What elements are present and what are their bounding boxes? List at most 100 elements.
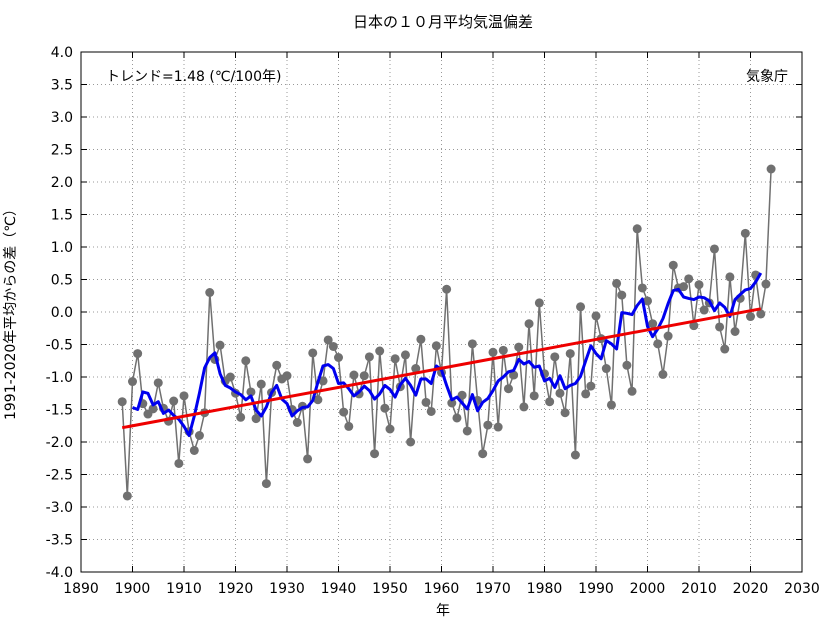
annual-point [467,339,477,349]
annual-point [292,418,302,427]
annual-point [122,491,132,501]
annual-point [519,402,529,412]
annual-point [406,437,416,447]
y-tick-label: 4.0 [51,45,73,61]
annual-point [225,372,235,382]
annual-point [637,283,647,293]
y-tick-label: -2.5 [46,468,73,484]
moving-average-line [131,272,763,437]
x-tick-label: 1950 [372,581,408,597]
annual-point [709,244,719,254]
annual-point [349,370,359,380]
annual-point [658,369,668,379]
annual-point [725,272,735,282]
annual-point [375,346,385,356]
annual-point [570,450,580,460]
y-axis-label: 1991-2020年平均からの差（℃） [3,202,19,420]
annual-point [643,296,652,306]
annual-point [339,407,349,417]
annual-point [421,397,431,407]
annual-point [679,282,689,292]
y-tick-label: -3.5 [46,533,73,549]
y-tick-label: 0.0 [51,305,73,321]
annual-point [617,290,627,300]
annual-point [498,345,508,355]
annual-point [189,445,199,455]
annual-point [612,278,622,288]
y-tick-label: -3.0 [46,500,73,516]
chart-title: 日本の１０月平均気温偏差 [353,13,533,31]
x-tick-label: 1900 [115,581,151,597]
annual-point [689,321,699,331]
annual-point [261,479,271,489]
annual-point [313,395,323,405]
annual-point [303,454,313,464]
annual-point [385,424,395,434]
annual-point [148,404,158,414]
x-tick-label: 1890 [63,581,99,597]
annual-point [483,420,493,430]
annual-point [648,319,658,329]
annual-point [169,396,179,406]
annual-point [668,260,678,270]
annual-point [478,449,488,459]
annual-series-line [121,168,772,496]
annual-point [586,381,596,391]
annual-point [622,360,632,370]
annual-point [488,347,498,357]
y-tick-label: -4.0 [46,565,73,581]
annual-point [426,406,436,416]
annual-point [694,280,704,290]
annual-point [364,352,374,362]
annual-point [653,339,663,349]
annual-point [323,335,333,345]
x-tick-label: 1930 [269,581,305,597]
annual-point [447,398,457,408]
annual-point [462,426,472,436]
annual-point [730,327,740,336]
annual-point [370,449,380,459]
trend-line [121,307,762,430]
annual-point [354,389,364,399]
grid-lines [81,52,802,572]
x-tick-label: 1940 [321,581,357,597]
annual-point [746,312,755,322]
annual-point [601,364,611,374]
annual-point [194,431,204,440]
y-tick-label: -1.5 [46,403,73,419]
annual-point [452,413,462,423]
y-tick-label: 2.0 [51,175,73,191]
annual-point [344,421,354,431]
annual-point [411,364,421,374]
annual-point [663,331,673,341]
annual-point [251,414,261,424]
annual-point [442,284,452,294]
axis-ticks: 1890 1900 1910 1920 1930 1940 1950 1960 1970 1980… [46,45,820,597]
x-axis-label: 年 [436,603,450,619]
trend-annotation: トレンド=1.48 (℃/100年) [106,69,281,85]
annual-point [174,458,184,468]
x-tick-label: 1910 [166,581,202,597]
annual-point [153,378,163,388]
annual-point [606,400,616,410]
annual-point [740,228,750,238]
annual-point [179,391,189,401]
annual-point [627,386,637,396]
annual-point [560,408,570,418]
annual-point [715,322,725,332]
annual-point [493,422,503,432]
y-tick-label: -1.0 [46,370,73,386]
annual-point [380,403,390,413]
annual-point [431,341,441,351]
annual-point [359,371,369,381]
annual-point [509,370,519,380]
annual-point [328,341,338,351]
annual-point [632,224,642,234]
annual-point [416,334,426,344]
annual-point [205,288,215,297]
y-tick-label: 1.5 [51,208,73,224]
annual-point [699,305,709,315]
annual-point [256,379,266,389]
